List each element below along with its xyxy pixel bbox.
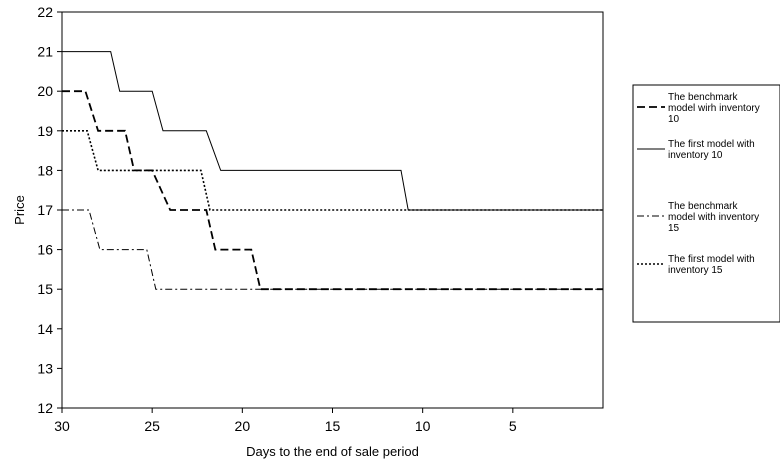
- x-tick-label: 15: [325, 418, 341, 434]
- legend-label: model wirh inventory: [668, 103, 760, 114]
- legend-label: The benchmark: [668, 201, 738, 212]
- legend-label: inventory 15: [668, 265, 723, 276]
- series-layer: [62, 51, 603, 291]
- x-tick-label: 20: [235, 418, 251, 434]
- y-tick-label: 17: [37, 202, 53, 218]
- legend-label: 15: [668, 223, 680, 234]
- y-axis-ticks: 12 13 14 15 16 17 18 19 20 21 22: [37, 4, 62, 416]
- y-tick-label: 16: [37, 242, 53, 258]
- x-axis-ticks: 30 25 20 15 10 5: [54, 408, 517, 434]
- series-line-2: [62, 51, 603, 211]
- x-axis-title: Days to the end of sale period: [246, 444, 419, 459]
- x-tick-label: 25: [144, 418, 160, 434]
- legend-label: 10: [668, 114, 680, 125]
- y-tick-label: 22: [37, 4, 53, 20]
- series-line-3: [62, 209, 603, 290]
- y-tick-label: 15: [37, 281, 53, 297]
- legend-label: The first model with: [668, 139, 755, 150]
- y-tick-label: 20: [37, 83, 53, 99]
- x-tick-label: 30: [54, 418, 70, 434]
- y-tick-label: 19: [37, 123, 53, 139]
- y-tick-label: 14: [37, 321, 53, 337]
- x-tick-label: 10: [415, 418, 431, 434]
- legend-label: model with inventory: [668, 212, 759, 223]
- legend-frame: [632, 84, 780, 323]
- series-line-1: [62, 90, 603, 291]
- series-line-4: [62, 130, 603, 211]
- y-tick-label: 12: [37, 400, 53, 416]
- legend-label: inventory 10: [668, 150, 723, 161]
- y-tick-label: 13: [37, 360, 53, 376]
- legend-label: The benchmark: [668, 92, 738, 103]
- y-tick-label: 21: [37, 44, 53, 60]
- legend-label: The first model with: [668, 254, 755, 265]
- y-axis-title: Price: [12, 195, 27, 225]
- x-tick-label: 5: [509, 418, 517, 434]
- y-tick-label: 18: [37, 162, 53, 178]
